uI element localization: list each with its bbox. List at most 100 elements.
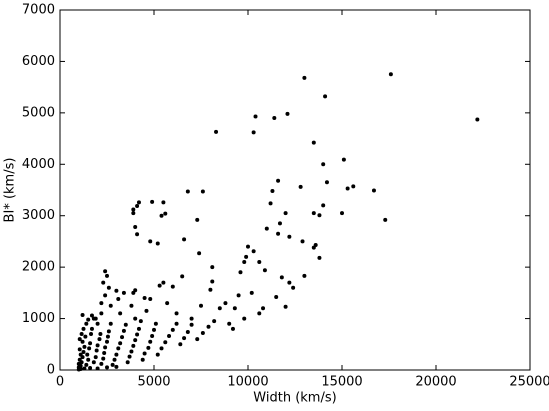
scatter-point [324,180,329,185]
scatter-point [129,303,134,308]
scatter-point [291,285,296,290]
scatter-point [114,288,119,293]
scatter-point [323,94,328,99]
scatter-point [95,343,100,348]
scatter-point [208,287,213,292]
scatter-point [276,231,281,236]
scatter-point [131,343,136,348]
scatter-point [242,316,247,321]
scatter-point [85,352,90,357]
scatter-point [82,344,87,349]
scatter-point [123,322,128,327]
scatter-point [93,316,98,321]
y-tick-label: 3000 [22,208,55,223]
scatter-point [77,337,82,342]
scatter-point [77,347,82,352]
scatter-point [105,334,110,339]
y-axis-label: BI* (km/s) [3,158,18,223]
scatter-point [121,328,126,333]
scatter-point [261,306,266,311]
scatter-point [81,326,86,331]
scatter-point [79,360,84,365]
scatter-point [251,130,256,135]
scatter-point [97,337,102,342]
scatter-point [253,114,258,119]
scatter-point [251,249,256,254]
scatter-point [155,241,160,246]
scatter-point [230,326,235,331]
scatter-point [148,339,153,344]
scatter-point [163,211,168,216]
scatter-point [95,366,100,371]
scatter-point [79,332,84,336]
scatter-point [210,265,215,270]
scatter-point [88,341,93,346]
scatter-point [236,293,241,298]
scatter-point [311,245,316,250]
scatter-point [91,360,96,365]
scatter-point [83,334,88,339]
scatter-point [340,211,344,216]
scatter-point [165,301,170,306]
scatter-point [287,234,292,239]
scatter-point [217,306,222,311]
scatter-point [118,311,123,316]
scatter-point [311,211,316,216]
scatter-point [87,346,92,351]
scatter-point [120,335,125,340]
scatter-point [311,140,316,145]
scatter-point [105,365,109,370]
scatter-point [210,279,215,284]
scatter-point [153,321,158,326]
scatter-point [135,232,140,237]
scatter-point [244,254,249,259]
scatter-point [84,362,89,367]
scatter-point [99,311,104,316]
scatter-point [317,213,322,218]
scatter-point [345,186,350,191]
scatter-point [351,184,356,189]
scatter-point [133,338,138,343]
scatter-point [78,366,83,371]
scatter-point [302,75,307,80]
scatter-point [81,350,86,354]
scatter-point [182,336,187,341]
scatter-point [80,355,85,360]
y-tick-label: 6000 [22,54,55,69]
scatter-point [116,346,121,351]
scatter-point [214,129,219,134]
scatter-point [200,189,205,194]
scatter-point [127,354,132,359]
scatter-point [246,244,250,249]
scatter-point [155,352,160,357]
scatter-point [136,200,141,205]
scatter-point [197,251,202,256]
scatter-point [148,297,153,302]
scatter-point [170,327,175,332]
scatter-point [189,322,194,327]
scatter-point [174,311,179,316]
scatter-point [174,321,179,326]
scatter-point [98,332,103,336]
scatter-point [264,226,269,231]
scatter-point [146,345,151,350]
scatter-point [103,269,108,274]
scatter-point [159,213,164,218]
scatter-point [195,217,200,222]
scatter-point [212,319,217,324]
scatter-point [105,339,109,344]
scatter-point [167,334,172,339]
scatter-point [371,188,376,193]
scatter-point [131,290,136,295]
scatter-point [283,304,288,309]
x-tick-label: 10000 [227,375,268,390]
scatter-point [133,316,138,321]
scatter-point [135,203,140,208]
scatter-point [144,308,149,313]
scatter-point [78,363,83,368]
scatter-point [106,285,111,290]
scatter-point [199,303,203,308]
x-tick-label: 5000 [137,375,170,390]
scatter-point [105,273,109,278]
scatter-point [118,341,123,346]
